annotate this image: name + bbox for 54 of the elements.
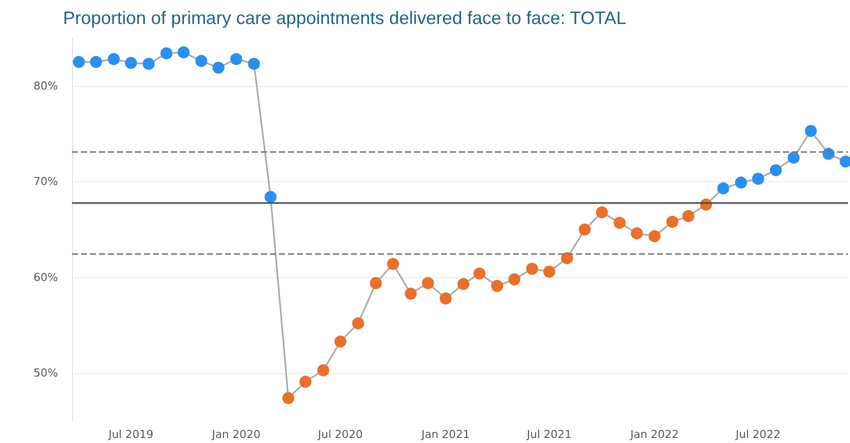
point	[124, 56, 137, 69]
point	[352, 317, 364, 330]
point	[404, 288, 417, 300]
point	[666, 216, 678, 228]
x-tick-label: Jan 2021	[420, 428, 470, 441]
point	[195, 54, 208, 67]
y-tick-label: 50%	[34, 366, 58, 380]
point	[596, 206, 608, 218]
point	[457, 278, 470, 290]
x-tick-label: Jan 2022	[629, 428, 679, 441]
point	[264, 190, 277, 203]
point	[317, 364, 330, 376]
point	[282, 392, 294, 404]
point	[212, 62, 224, 74]
point	[300, 376, 312, 388]
point	[543, 266, 556, 278]
point	[648, 230, 661, 242]
point	[578, 224, 591, 236]
chart-title: Proportion of primary care appointments delivered face to face: TOTAL	[63, 8, 626, 28]
point	[160, 47, 172, 60]
point	[804, 124, 817, 137]
point	[370, 277, 382, 290]
point	[630, 227, 643, 240]
point	[334, 336, 346, 348]
y-tick-label: 60%	[34, 270, 58, 284]
y-tick-label: 70%	[34, 175, 58, 188]
point	[508, 273, 520, 286]
point	[717, 182, 730, 194]
point	[473, 268, 486, 280]
point	[614, 216, 626, 229]
point	[142, 58, 155, 70]
point	[248, 58, 260, 70]
point	[734, 176, 747, 189]
x-tick-label: Jan 2020	[211, 428, 260, 441]
x-tick-label: Jul 2021	[526, 428, 572, 441]
point	[752, 172, 764, 185]
point	[230, 53, 242, 66]
point	[788, 152, 800, 164]
y-tick-label: 80%	[34, 79, 58, 92]
point	[682, 210, 694, 222]
x-tick-label: Jul 2022	[734, 428, 781, 441]
point	[72, 56, 85, 68]
point	[108, 53, 120, 66]
x-tick-label: Jul 2019	[108, 428, 154, 441]
point	[526, 262, 538, 275]
point	[178, 46, 190, 58]
point	[561, 252, 574, 264]
x-tick-label: Jul 2020	[317, 428, 363, 441]
point	[387, 258, 400, 270]
point	[422, 277, 434, 290]
point	[90, 56, 102, 68]
point	[491, 280, 504, 292]
point	[440, 292, 452, 304]
point	[770, 164, 782, 176]
